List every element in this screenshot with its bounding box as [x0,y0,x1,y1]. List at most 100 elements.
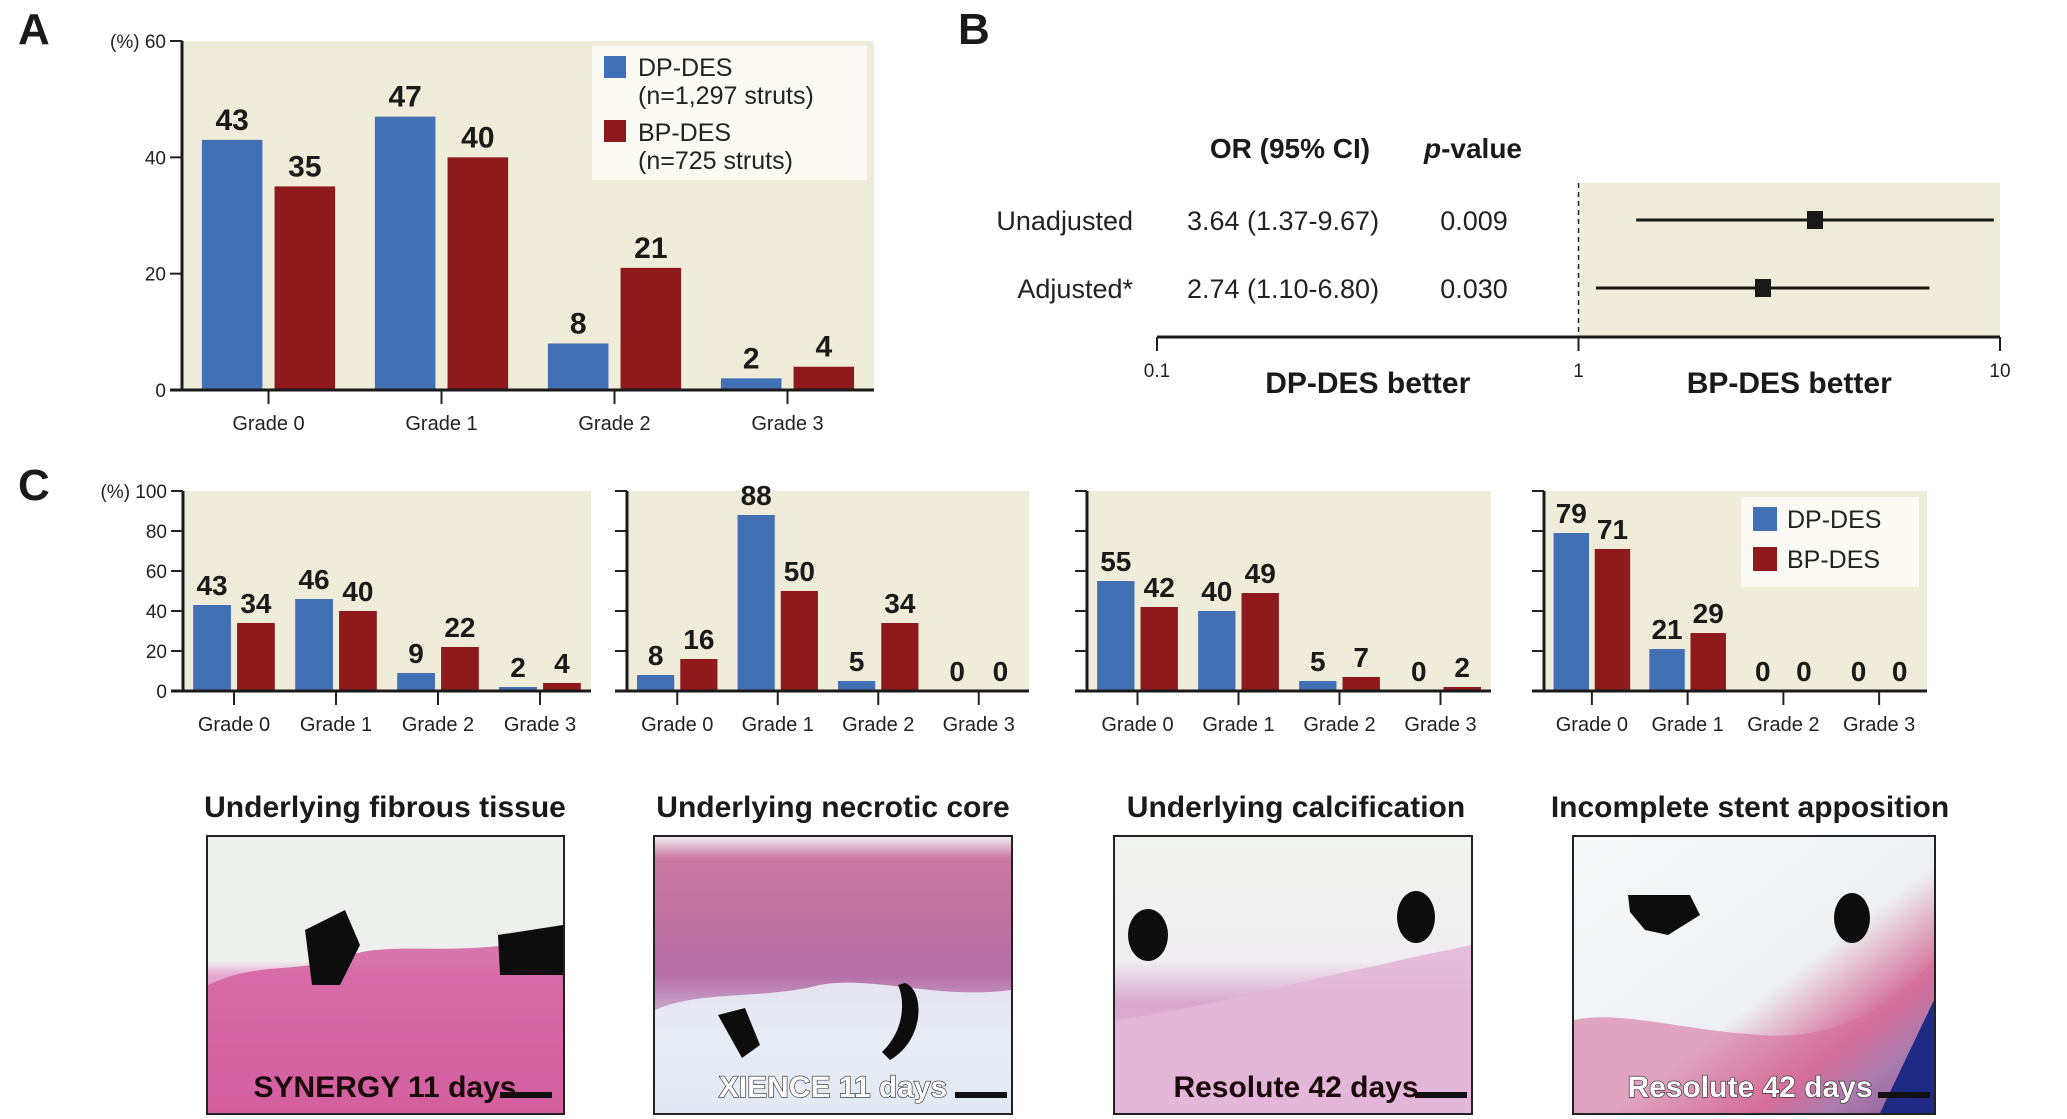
bar-dp-des [499,687,537,691]
forest-row: Unadjusted 3.64 (1.37-9.67) 0.009 [996,206,1994,236]
image-title-calcification: Underlying calcification [1127,791,1465,824]
stent-strut [498,925,563,975]
bar-bp-des [1594,549,1631,691]
bar-bp-des [1241,593,1279,691]
stent-strut [1397,891,1435,943]
legend-swatch-dp-des [1753,507,1777,531]
bar-bp-des [237,623,275,691]
x-tick-label: Grade 1 [742,714,814,736]
bar-dp-des [1299,681,1337,691]
bar-dp-des [201,139,263,390]
bar-value-label: 88 [741,480,772,511]
y-tick-label: 80 [146,522,167,543]
bar-value-label: 5 [1310,646,1326,677]
legend: DP-DES BP-DES [1741,497,1919,587]
bar-value-label: 4 [815,331,832,364]
tissue-layer [1574,960,1934,1113]
zone-label-bp-des-better: BP-DES better [1687,367,1892,400]
bar-value-label: 43 [196,570,227,601]
bar-dp-des [547,343,609,390]
bar-dp-des [374,116,436,390]
bar-value-label: 8 [570,307,587,340]
x-tick-label: Grade 2 [842,714,914,736]
x-tick-label: Grade 2 [402,714,474,736]
bar-value-label: 50 [784,556,815,587]
tissue-layer [208,935,563,1113]
bar-value-label: 47 [388,81,421,114]
x-tick-label: Grade 1 [1651,714,1723,736]
bar-value-label: 46 [298,564,329,595]
legend: DP-DES(n=1,297 struts) BP-DES(n=725 strut… [592,46,867,180]
stent-strut [1834,893,1870,943]
bar-bp-des [1443,687,1481,691]
row-p-value: 0.009 [1440,206,1508,236]
y-tick-label: 20 [146,642,167,663]
row-label: Adjusted* [1017,274,1133,304]
bar-value-label: 79 [1556,498,1587,529]
stent-strut [718,1008,760,1058]
bar-bp-des [1690,633,1726,691]
image-caption-fibrous: SYNERGY 11 days [254,1071,517,1104]
row-or-ci: 2.74 (1.10-6.80) [1187,274,1379,304]
y-tick-label: 60 [146,562,167,583]
legend-swatch-bp-des [604,120,626,142]
bar-value-label: 0 [1851,656,1867,687]
scale-bar [500,1092,552,1098]
bar-value-label: 21 [1651,614,1682,645]
image-caption-apposition: Resolute 42 days [1627,1071,1872,1104]
row-label: Unadjusted [996,206,1133,236]
scale-bar [1415,1092,1467,1098]
zone-label-dp-des-better: DP-DES better [1265,367,1470,400]
bar-value-label: 43 [215,104,248,137]
stent-strut [1128,909,1168,961]
legend-sub-bp-des: (n=725 struts) [638,147,793,175]
bar-value-label: 40 [1201,576,1232,607]
bar-dp-des [737,515,775,691]
bar-value-label: 2 [510,652,526,683]
stent-strut [305,910,360,985]
x-tick-label: Grade 3 [943,714,1015,736]
x-tick-label: 1 [1573,361,1584,382]
panel-letter-a: A [18,5,50,54]
bar-value-label: 55 [1100,546,1131,577]
x-tick-label: Grade 2 [1303,714,1375,736]
x-tick-label: Grade 1 [1202,714,1274,736]
x-tick-label: Grade 0 [198,714,270,736]
x-tick-label: Grade 1 [300,714,372,736]
chart-c-calcification: Grade 0 55 42 Grade 1 40 49 Grade 2 5 7 Grade 3 0 2 [1075,490,1491,736]
bar-dp-des [1097,581,1135,691]
plot-background [627,491,1029,691]
stent-strut [882,983,919,1060]
bar-bp-des [1140,607,1178,691]
bar-dp-des [1649,649,1685,691]
legend-sub-dp-des: (n=1,297 struts) [638,82,814,110]
row-or-ci: 3.64 (1.37-9.67) [1187,206,1379,236]
bar-dp-des [193,605,231,691]
x-tick-label: Grade 3 [751,413,823,435]
histology-image-apposition: Resolute 42 days [1572,835,1936,1115]
bar-value-label: 8 [648,640,664,671]
chart-a-grade-distribution: 0 20 40 (%) 60 Grade 0 43 35 Grade 1 47 40 Grade 2… [110,32,874,435]
legend-label-bp-des: BP-DES [1787,546,1880,574]
y-tick-label: 40 [145,148,166,169]
bar-value-label: 2 [743,342,760,375]
bar-value-label: 34 [884,588,916,619]
image-title-necrotic: Underlying necrotic core [656,791,1009,824]
legend-label-dp-des: DP-DES [638,54,732,82]
bar-value-label: 2 [1454,652,1470,683]
legend-label-bp-des: BP-DES [638,119,731,147]
bar-value-label: 21 [634,232,667,265]
tissue-layer [1115,945,1471,1113]
bar-bp-des [339,611,377,691]
bar-value-label: 34 [240,588,272,619]
bar-value-label: 0 [993,656,1009,687]
y-tick-label: (%) 100 [100,482,167,503]
x-tick-label: Grade 2 [578,413,650,435]
tissue-layer [1880,1000,1934,1113]
legend-label-dp-des: DP-DES [1787,506,1881,534]
bar-value-label: 49 [1245,558,1276,589]
scale-bar [955,1092,1007,1098]
y-tick-label: (%) 60 [110,32,166,53]
